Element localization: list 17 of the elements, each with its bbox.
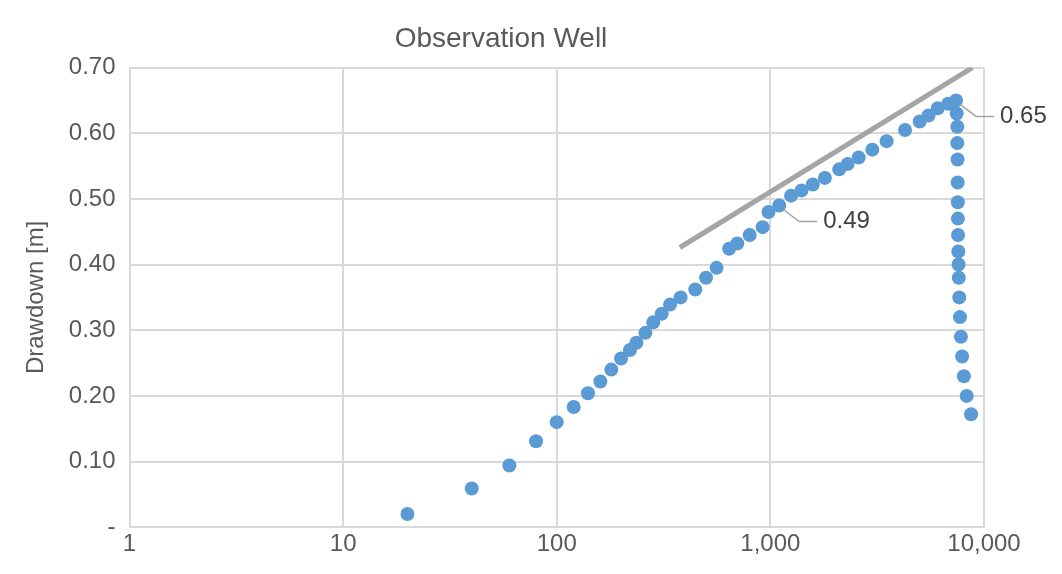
x-tick-label: 10,000: [947, 529, 1021, 557]
annotation: 0.65: [1000, 101, 1047, 129]
x-tick-label: 1: [122, 529, 137, 557]
y-tick-label: 0.20: [68, 380, 116, 408]
annotation: 0.49: [823, 206, 870, 234]
y-tick-label: 0.50: [68, 183, 116, 211]
x-tick-label: 10: [329, 529, 357, 557]
y-axis-title: Drawdown [m]: [21, 220, 49, 375]
x-tick-label: 100: [536, 529, 577, 557]
y-tick-label: -: [107, 511, 116, 539]
y-tick-label: 0.70: [68, 52, 116, 80]
y-tick-label: 0.30: [68, 314, 116, 342]
y-tick-label: 0.60: [68, 117, 116, 145]
y-tick-label: 0.10: [68, 446, 116, 474]
x-tick-label: 1,000: [740, 529, 801, 557]
y-tick-label: 0.40: [68, 249, 116, 277]
chart-title: Observation Well: [394, 21, 608, 53]
